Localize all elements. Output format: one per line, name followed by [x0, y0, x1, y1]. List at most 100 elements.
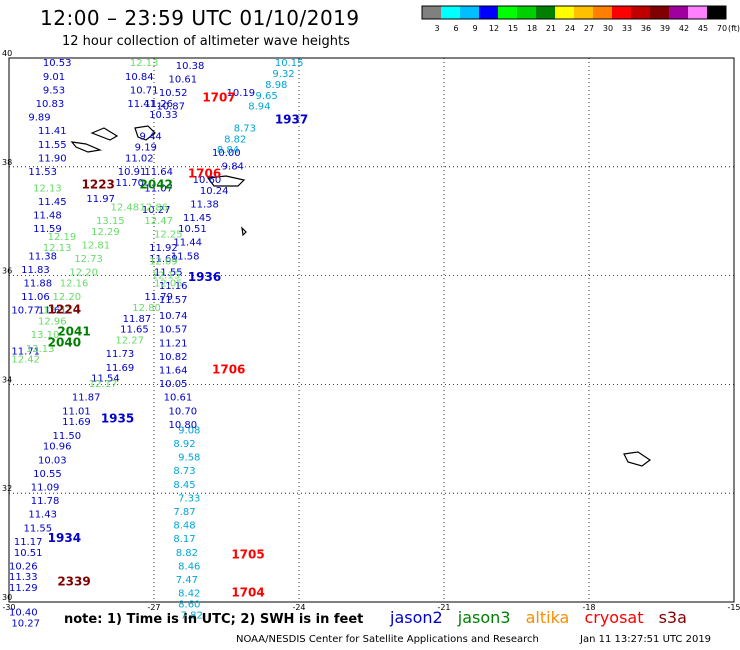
- wave-height-point: 10.57: [159, 325, 188, 336]
- pass-time-label: 1934: [48, 531, 81, 545]
- wave-height-point: 10.71: [130, 85, 159, 96]
- colorbar-swatch: [422, 6, 441, 19]
- wave-height-point: 11.55: [154, 268, 183, 279]
- wave-height-point: 12.13: [33, 183, 62, 194]
- colorbar-label: 21: [546, 24, 556, 33]
- x-tick-label: -18: [582, 603, 595, 612]
- colorbar-unit: (ft): [728, 24, 740, 33]
- colorbar-label: 39: [660, 24, 670, 33]
- wave-height-point: 12.15: [152, 270, 181, 281]
- colorbar-swatch: [498, 6, 517, 19]
- wave-height-point: 11.41: [38, 126, 67, 137]
- colorbar-label: 36: [641, 24, 651, 33]
- wave-height-point: 10.55: [33, 469, 62, 480]
- wave-height-point: 9.58: [178, 453, 200, 464]
- wave-height-point: 12.20: [69, 268, 98, 279]
- wave-height-point: 8.94: [248, 102, 270, 113]
- wave-height-point: 12.19: [48, 232, 77, 243]
- wave-height-point: 9.65: [256, 91, 278, 102]
- colorbar-swatch: [441, 6, 460, 19]
- wave-height-point: 8.92: [173, 439, 195, 450]
- wave-height-point: 11.55: [38, 140, 67, 151]
- wave-height-point: 8.60: [178, 599, 200, 610]
- pass-time-label: 1707: [202, 91, 235, 105]
- wave-height-point: 10.26: [9, 561, 38, 572]
- coastline: [70, 141, 103, 153]
- wave-height-point: 9.53: [43, 85, 65, 96]
- wave-height-point: 11.45: [38, 197, 67, 208]
- pass-time-label: 1706: [188, 167, 221, 181]
- pass-time-label: 1935: [101, 411, 134, 425]
- pass-time-label: 2042: [140, 178, 173, 192]
- wave-height-point: 11.45: [183, 213, 212, 224]
- wave-height-point: 9.84: [222, 162, 244, 173]
- wave-height-point: 8.17: [173, 534, 195, 545]
- wave-height-point: 11.50: [53, 431, 82, 442]
- wave-height-point: 8.42: [178, 589, 200, 600]
- wave-height-point: 10.15: [275, 58, 304, 69]
- colorbar-swatch: [555, 6, 574, 19]
- legend-jason2: jason2: [390, 608, 443, 627]
- wave-height-point: 11.29: [9, 583, 38, 594]
- wave-height-point: 8.73: [173, 466, 195, 477]
- wave-height-point: 7.47: [176, 575, 198, 586]
- footnote: note: 1) Time is in UTC; 2) SWH is in fe…: [64, 612, 364, 627]
- wave-height-point: 10.96: [43, 442, 72, 453]
- wave-height-point: 12.42: [11, 355, 40, 366]
- wave-height-point: 12.29: [91, 227, 120, 238]
- colorbar-label: 3: [434, 24, 439, 33]
- wave-height-point: 8.46: [178, 561, 200, 572]
- wave-height-point: 11.64: [159, 366, 188, 377]
- wave-height-point: 12.05: [154, 278, 183, 289]
- wave-height-point: 10.70: [169, 406, 198, 417]
- coastline: [134, 125, 156, 141]
- colorbar-swatch: [517, 6, 536, 19]
- wave-height-point: 7.33: [178, 493, 200, 504]
- chart-subtitle: 12 hour collection of altimeter wave hei…: [62, 34, 350, 49]
- wave-height-point: 10.00: [212, 148, 241, 159]
- wave-height-point: 11.21: [159, 338, 188, 349]
- wave-height-point: 9.89: [28, 113, 50, 124]
- wave-height-point: 12.25: [154, 230, 183, 241]
- y-tick-label: 34: [2, 375, 12, 384]
- wave-height-point: 11.44: [173, 238, 202, 249]
- wave-height-point: 11.61: [38, 306, 67, 317]
- wave-height-point: 11.38: [190, 200, 219, 211]
- wave-height-point: 12.13: [130, 58, 159, 69]
- wave-height-point: 11.83: [21, 265, 50, 276]
- wave-height-point: 12.13: [26, 344, 55, 355]
- colorbar-label: 45: [698, 24, 708, 33]
- legend-altika: altika: [525, 608, 570, 627]
- wave-height-point: 10.77: [11, 306, 40, 317]
- pass-time-label: 1705: [231, 547, 264, 561]
- wave-height-point: 10.61: [164, 393, 193, 404]
- wave-height-point: 9.32: [272, 69, 294, 80]
- wave-height-point: 10.38: [176, 61, 205, 72]
- wave-height-point: 10.83: [36, 99, 65, 110]
- wave-height-point: 10.05: [159, 379, 188, 390]
- wave-height-point: 11.53: [28, 167, 57, 178]
- wave-height-point: 10.84: [125, 72, 154, 83]
- pass-time-label: 1706: [212, 363, 245, 377]
- colorbar-swatch: [574, 6, 593, 19]
- y-tick-label: 36: [2, 267, 12, 276]
- wave-height-point: 8.73: [234, 123, 256, 134]
- wave-height-point: 10.51: [178, 224, 207, 235]
- wave-height-point: 11.55: [24, 523, 53, 534]
- wave-height-point: 12.81: [82, 240, 111, 251]
- wave-height-point: 12.17: [89, 379, 118, 390]
- wave-height-point: 11.09: [31, 482, 60, 493]
- x-tick-label: -24: [292, 603, 305, 612]
- wave-height-point: 9.08: [178, 425, 200, 436]
- wave-height-point: 11.54: [91, 374, 120, 385]
- wave-height-point: 12.73: [74, 254, 103, 265]
- wave-height-point: 11.07: [144, 183, 173, 194]
- colorbar-swatch: [707, 6, 726, 19]
- wave-height-point: 10.03: [38, 455, 67, 466]
- pass-time-label: 2339: [57, 575, 90, 589]
- pass-time-label: 2040: [48, 335, 81, 349]
- y-tick-label: 32: [2, 484, 12, 493]
- pass-time-label: 1223: [82, 178, 115, 192]
- wave-height-point: 11.16: [159, 281, 188, 292]
- wave-height-point: 11.64: [144, 167, 173, 178]
